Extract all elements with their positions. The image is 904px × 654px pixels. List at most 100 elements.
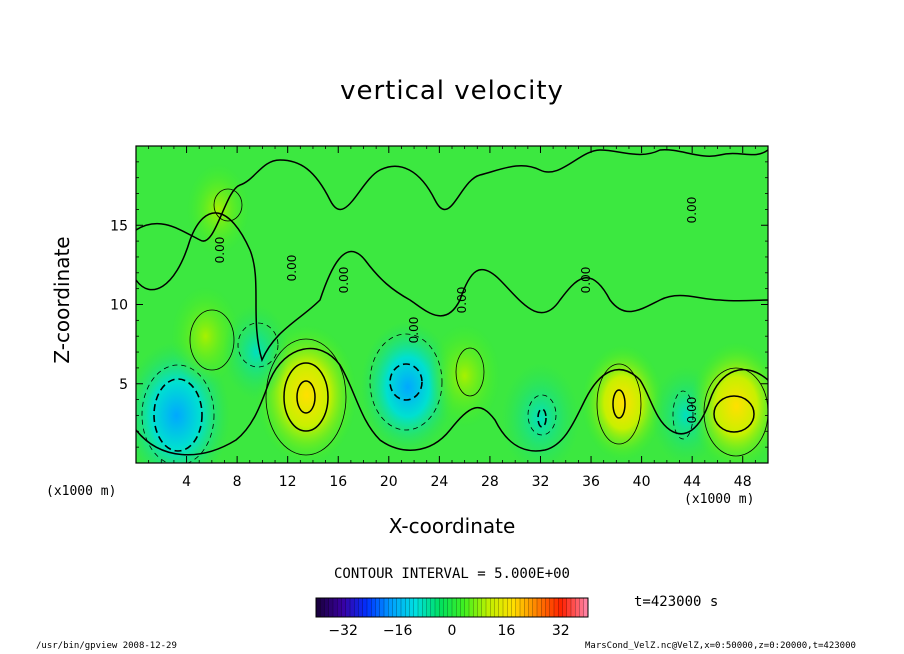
field-positive-7 — [690, 341, 768, 463]
x-tick-label: 28 — [481, 474, 499, 490]
positive-contour — [296, 380, 316, 414]
negative-contour — [369, 333, 443, 431]
colorbar-cell — [490, 598, 495, 617]
colorbar-cell — [456, 598, 461, 617]
colorbar-cell — [418, 598, 423, 617]
colorbar-cell — [541, 598, 546, 617]
colorbar-cell — [469, 598, 474, 617]
colorbar-cell — [388, 598, 393, 617]
x-axis-label: X-coordinate — [388, 514, 516, 538]
contour-label: 0.00 — [285, 255, 299, 282]
colorbar-cell — [460, 598, 466, 617]
negative-contour — [527, 394, 557, 436]
x-tick-label: 16 — [329, 474, 347, 490]
thin-contour-layer — [141, 188, 768, 463]
positive-contour — [455, 347, 485, 397]
negative-contour — [537, 408, 547, 428]
positive-contour — [596, 363, 642, 445]
contour-label: 0.00 — [685, 397, 699, 424]
x-axis-ticks: 4 8 12 16 20 24 28 32 36 40 44 48 — [148, 146, 756, 490]
colorbar-cell — [350, 598, 355, 617]
x-tick-label: 24 — [430, 474, 448, 490]
colorbar-cell — [320, 598, 325, 617]
colorbar-cell — [473, 598, 478, 617]
colorbar-cell — [413, 598, 419, 617]
colorbar-cell — [566, 598, 572, 617]
contour-layer — [136, 149, 768, 456]
x-tick-label: 32 — [532, 474, 550, 490]
colorbar-cell — [494, 598, 500, 617]
colorbar-cell — [367, 598, 372, 617]
positive-contour — [703, 367, 768, 457]
colorbar-cell — [549, 598, 555, 617]
x-tick-label: 20 — [380, 474, 398, 490]
colorbar-cell — [528, 598, 534, 617]
negative-contour — [389, 363, 423, 401]
colorbar-cell — [515, 598, 521, 617]
colorbar-cell — [384, 598, 389, 617]
field-positive-3 — [428, 323, 501, 428]
y-tick-label: 10 — [110, 298, 128, 314]
colorbar-cell — [345, 598, 351, 617]
contour-label: 0.00 — [685, 197, 699, 224]
colorbar-cell — [452, 598, 457, 617]
colorbar-cell — [324, 598, 330, 617]
colorbar-cell — [316, 598, 321, 617]
positive-contour — [713, 395, 755, 433]
colorbar-cell — [401, 598, 406, 617]
x-tick-label: 8 — [233, 474, 242, 490]
colorbar-cell — [439, 598, 444, 617]
zero-contour — [136, 212, 768, 363]
colorbar-cell — [328, 598, 334, 617]
colorbar-cell — [375, 598, 381, 617]
footer-left: /usr/bin/gpview 2008-12-29 — [36, 641, 177, 651]
colorbar-cell — [341, 598, 347, 617]
colorbar-cell — [498, 598, 504, 617]
positive-contour — [189, 309, 235, 371]
colorbar-cell — [426, 598, 432, 617]
colorbar-cell — [422, 598, 427, 617]
field-positive-8 — [170, 286, 241, 387]
x-axis-unit: (x1000 m) — [684, 492, 755, 507]
colorbar-cell — [554, 598, 559, 617]
contour-label: 0.00 — [579, 267, 593, 294]
colorbar-cell — [443, 598, 449, 617]
negative-contour — [141, 364, 215, 463]
chart-title: vertical velocity — [340, 76, 564, 106]
negative-contour — [153, 378, 203, 452]
colorbar-cell — [354, 598, 359, 617]
contour-label-layer: 0.00 0.00 0.00 0.00 0.00 0.00 0.00 0.00 — [213, 197, 699, 424]
colorbar-cell — [507, 598, 512, 617]
colorbar-cell — [358, 598, 364, 617]
colorbar-cell — [371, 598, 376, 617]
contour-label: 0.00 — [337, 267, 351, 294]
strong-negative-contours — [153, 363, 547, 452]
colorbar-cell — [571, 598, 576, 617]
colorbar-cell — [396, 598, 402, 617]
field-positive-5 — [581, 344, 664, 461]
colorbar-cell — [520, 598, 525, 617]
y-axis-ticks: 5 10 15 — [110, 161, 768, 448]
colorbar-cell — [333, 598, 338, 617]
colorbar-cell — [545, 598, 551, 617]
field-negative-4 — [501, 362, 580, 463]
colorbar-cell — [575, 598, 580, 617]
field-layer — [136, 163, 768, 463]
colorbar-cell — [464, 598, 470, 617]
contour-label: 0.00 — [407, 317, 421, 344]
time-label: t=423000 s — [634, 594, 719, 610]
colorbar-cell — [477, 598, 483, 617]
colorbar-cell — [583, 598, 589, 617]
colorbar-cell — [537, 598, 542, 617]
x-tick-label: 12 — [279, 474, 297, 490]
x-tick-label: 4 — [182, 474, 191, 490]
contour-interval: CONTOUR INTERVAL = 5.000E+00 — [333, 566, 570, 582]
footer-right: MarsCond_VelZ.nc@VelZ,x=0:50000,z=0:2000… — [585, 641, 856, 651]
colorbar-cell — [379, 598, 385, 617]
colorbar-cell — [511, 598, 517, 617]
negative-contour — [237, 322, 279, 368]
colorbar-cell — [579, 598, 585, 617]
colorbar-tick-label: 32 — [552, 623, 570, 639]
y-axis-unit: (x1000 m) — [46, 484, 117, 499]
